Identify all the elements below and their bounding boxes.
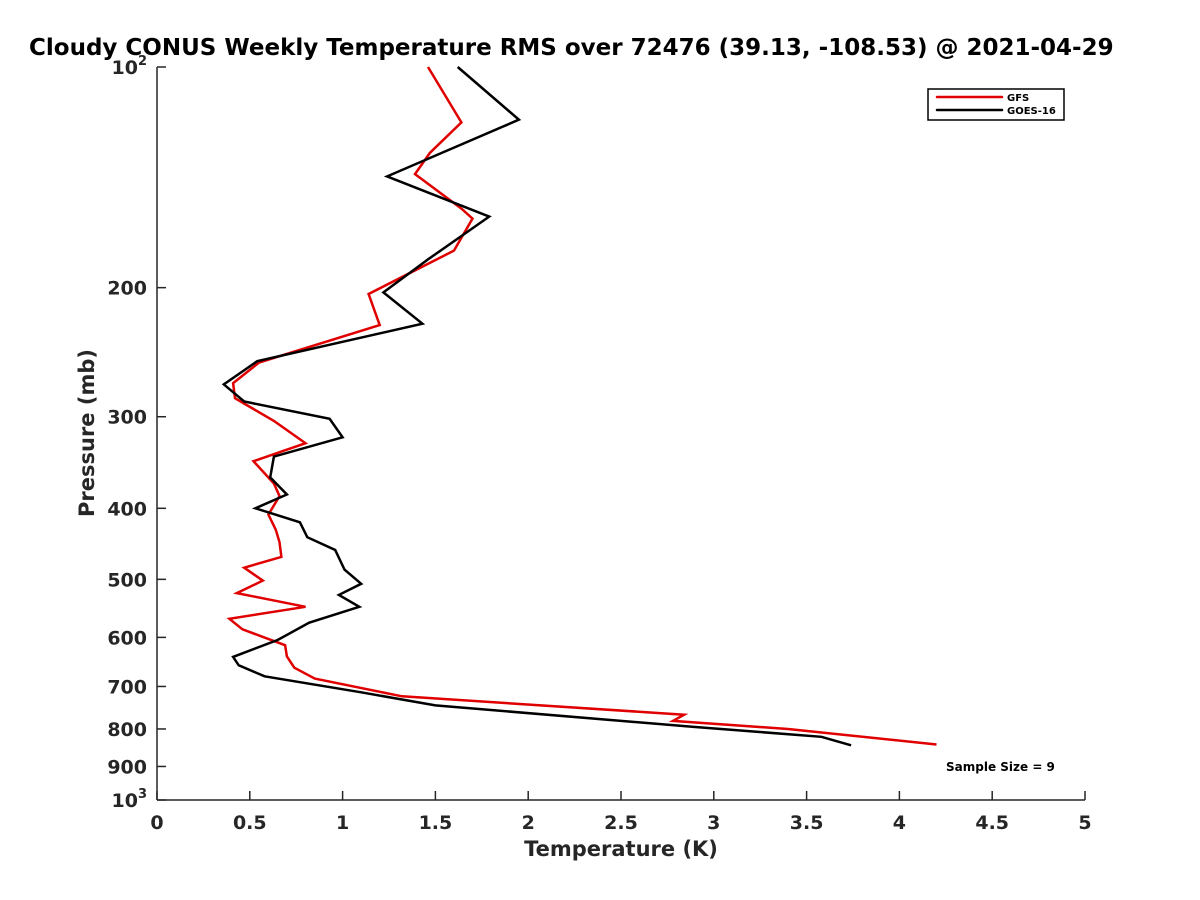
x-tick-label: 2 [522, 812, 535, 834]
y-tick-label: 900 [107, 756, 147, 778]
legend-label-gfs: GFS [1007, 93, 1029, 104]
series-lines [221, 66, 937, 747]
x-tick-label: 4.5 [975, 812, 1009, 834]
series-line-gfs [226, 66, 937, 746]
y-tick-label: 700 [107, 676, 147, 698]
chart-title: Cloudy CONUS Weekly Temperature RMS over… [29, 35, 1114, 61]
x-tick-label: 3.5 [790, 812, 824, 834]
x-tick-label: 1.5 [419, 812, 453, 834]
x-tick-label: 5 [1078, 812, 1091, 834]
y-tick-label: 500 [107, 569, 147, 591]
x-tick-label: 0 [150, 812, 163, 834]
y-tick-label: 600 [107, 627, 147, 649]
legend-box [927, 88, 1065, 121]
y-tick-label: 800 [107, 719, 147, 741]
legend: GFS GOES-16 [927, 88, 1065, 121]
y-tick-label: 102 [112, 54, 148, 79]
y-axis-ticks: 102 200 300 400 500 600 700 800 900 103 [107, 54, 166, 812]
y-tick-label: 400 [107, 498, 147, 520]
x-tick-label: 3 [707, 812, 720, 834]
x-tick-label: 4 [893, 812, 906, 834]
x-axis-label: Temperature (K) [524, 837, 718, 861]
y-tick-label: 103 [112, 787, 148, 812]
series-line-goes16 [221, 66, 852, 747]
y-axis-label: Pressure (mb) [75, 349, 99, 517]
x-tick-label: 0.5 [233, 812, 267, 834]
sample-size-annotation: Sample Size = 9 [946, 760, 1055, 774]
y-tick-label: 300 [107, 407, 147, 429]
legend-label-goes16: GOES-16 [1007, 106, 1056, 117]
plot-area: 0 0.5 1 1.5 2 2.5 3 3.5 4 4.5 5 102 200 300 400 500 600… [107, 54, 1091, 834]
x-tick-label: 2.5 [604, 812, 638, 834]
y-tick-label: 200 [107, 278, 147, 300]
x-tick-label: 1 [336, 812, 349, 834]
x-axis-ticks: 0 0.5 1 1.5 2 2.5 3 3.5 4 4.5 5 [150, 791, 1092, 834]
